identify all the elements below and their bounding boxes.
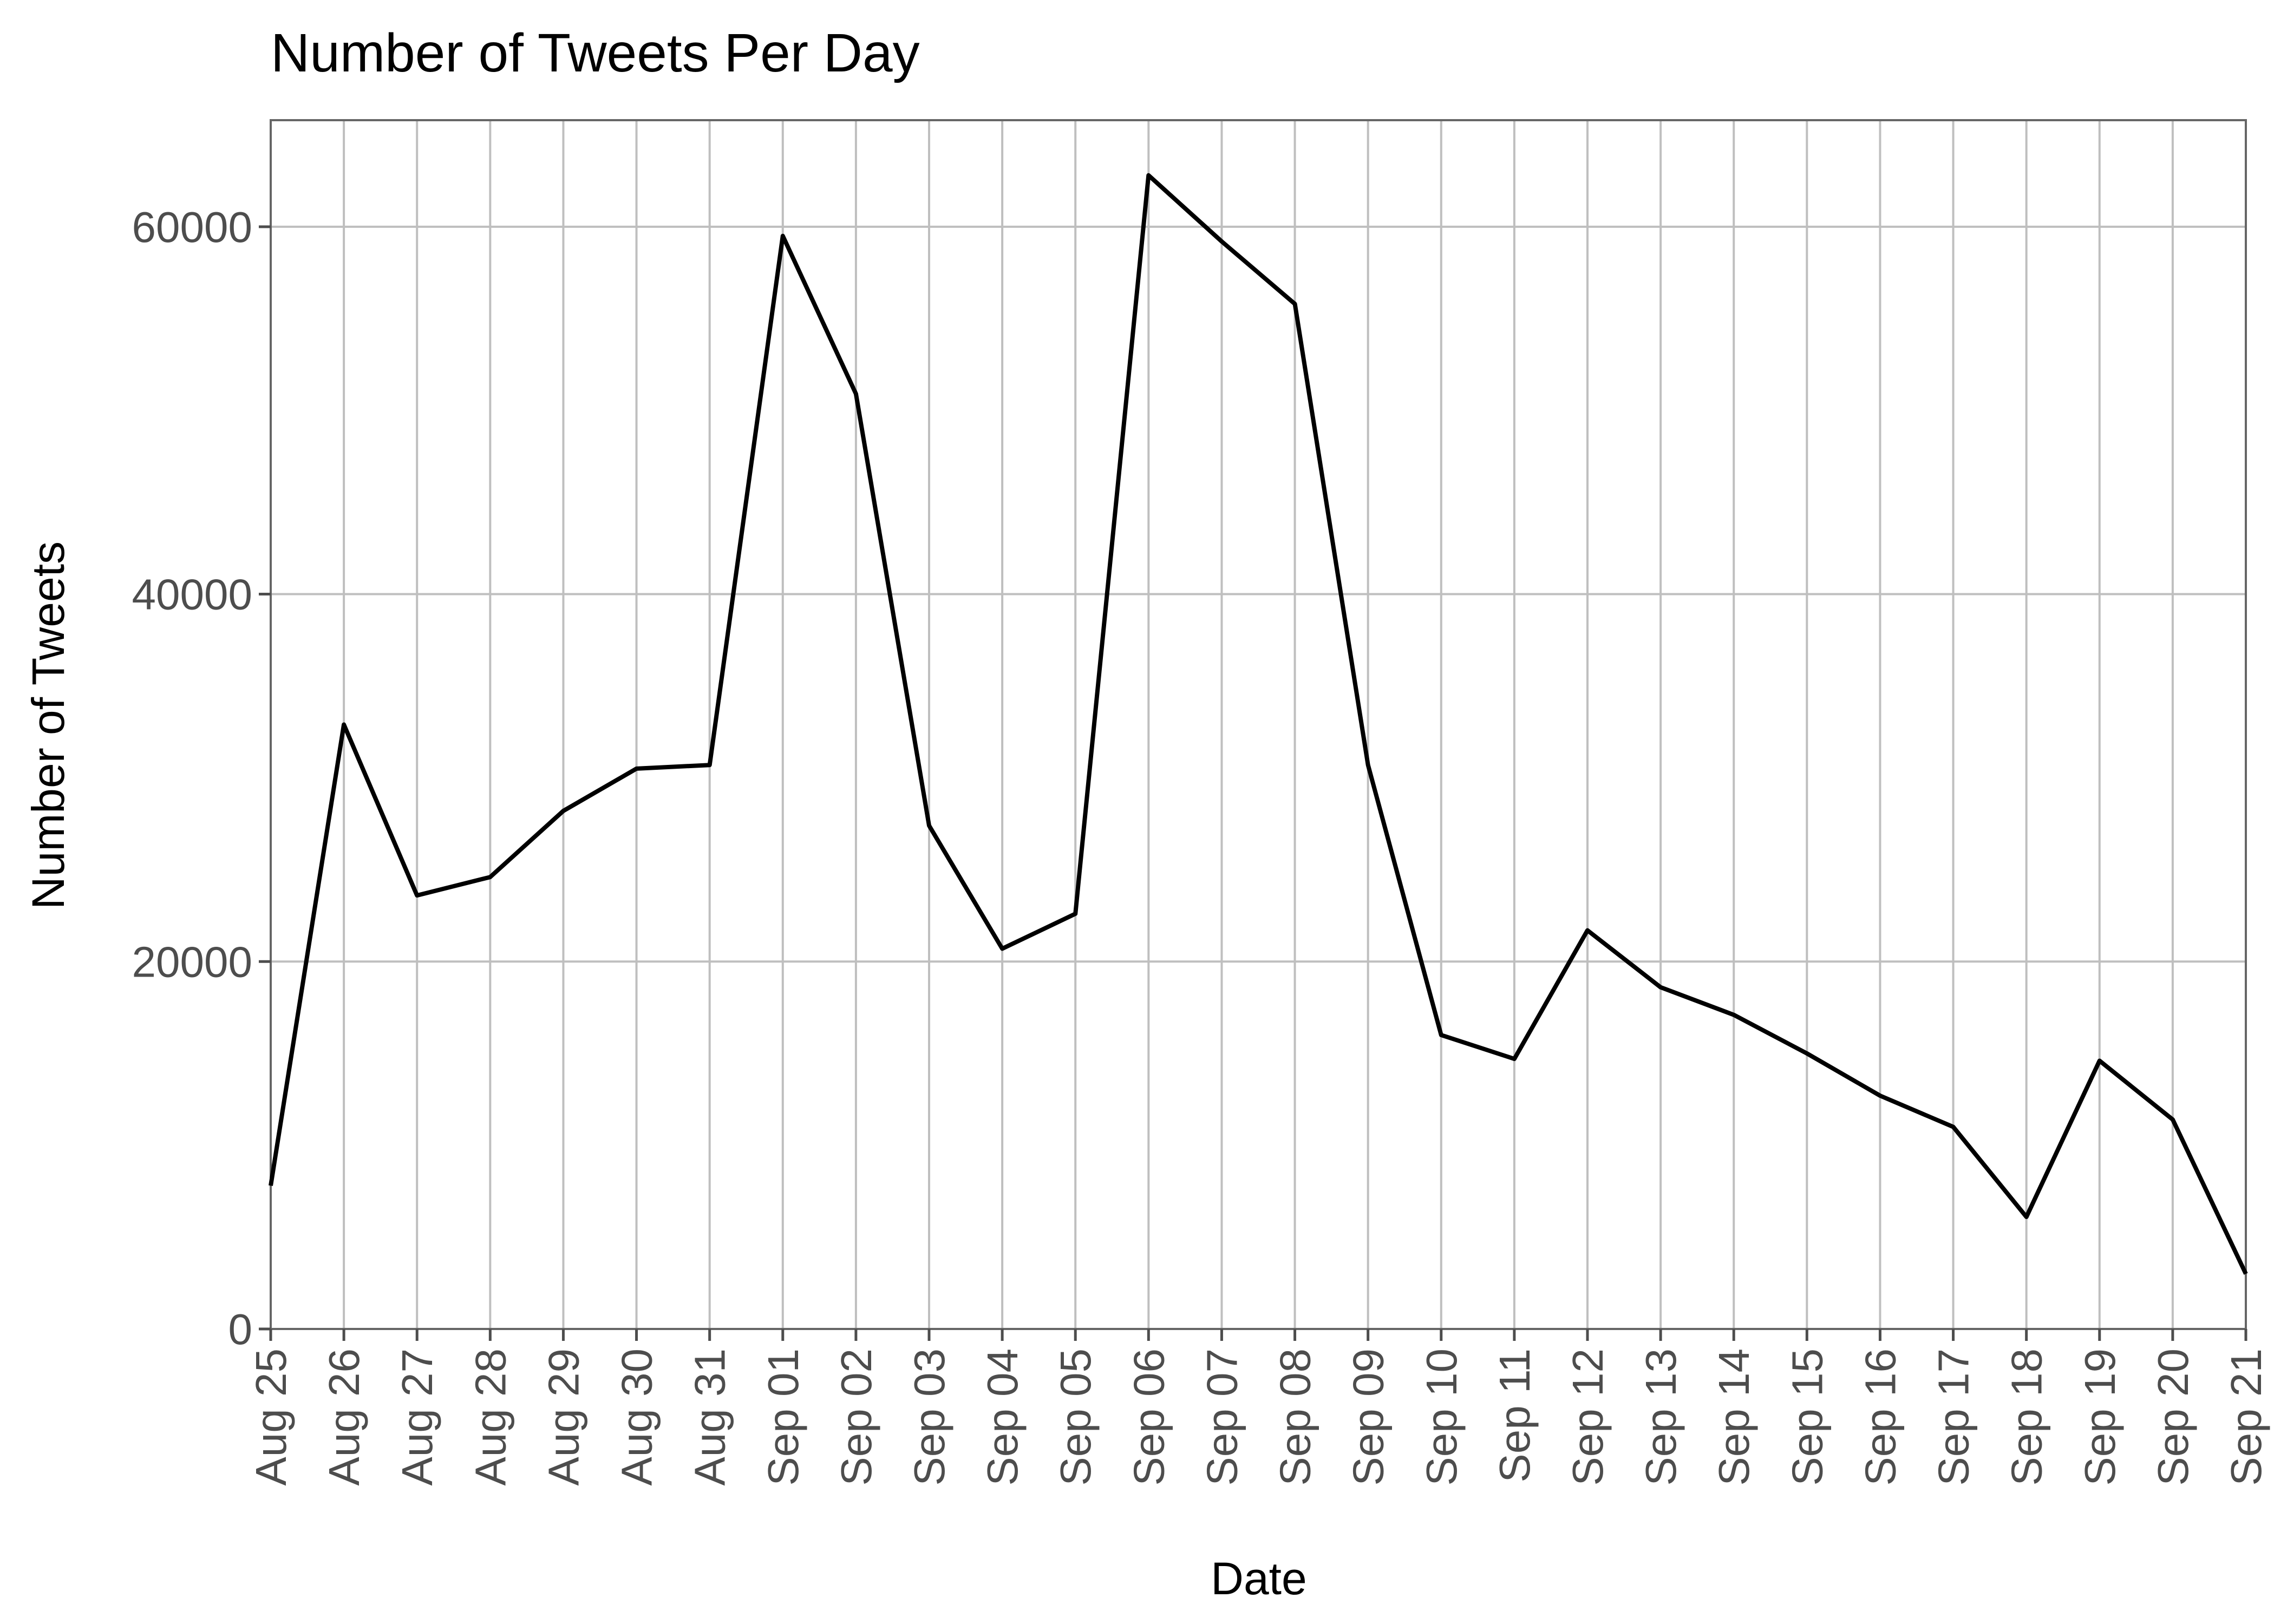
x-tick-labels: Aug 25 Aug 26 Aug 27 Aug 28 Aug 29 Aug 30 Aug …	[247, 1348, 2270, 1486]
x-tick-label: Aug 26	[320, 1348, 368, 1486]
series-line	[269, 173, 2248, 1275]
x-tick-label: Sep 20	[2149, 1348, 2197, 1486]
grid-lines	[270, 120, 2247, 1330]
plot-frame	[270, 119, 2247, 1330]
x-tick-label: Aug 31	[686, 1348, 734, 1486]
x-tick-label: Sep 10	[1417, 1348, 1466, 1486]
x-tick-label: Aug 29	[539, 1348, 587, 1486]
x-tick-label: Sep 06	[1125, 1348, 1173, 1486]
chart-title: Number of Tweets Per Day	[271, 23, 920, 83]
x-tick-label: Sep 12	[1564, 1348, 1612, 1486]
x-tick-label: Sep 13	[1637, 1348, 1685, 1486]
x-tick-label: Sep 05	[1051, 1348, 1100, 1486]
x-tick-label: Sep 15	[1783, 1348, 1831, 1486]
x-tick-label: Sep 14	[1710, 1348, 1758, 1486]
axis-ticks	[259, 225, 2247, 1341]
x-tick-label: Sep 03	[905, 1348, 953, 1486]
y-tick-label: 0	[228, 1305, 253, 1353]
x-tick-label: Sep 11	[1491, 1348, 1539, 1483]
series-layer	[269, 173, 2248, 1275]
x-tick-label: Sep 07	[1198, 1348, 1246, 1486]
x-tick-label: Aug 30	[613, 1348, 661, 1486]
x-tick-label: Sep 08	[1271, 1348, 1319, 1486]
y-tick-labels: 0 20000 40000 60000	[132, 203, 252, 1353]
x-tick-label: Sep 01	[759, 1348, 807, 1486]
x-axis-title: Date	[1211, 1553, 1306, 1604]
x-tick-label: Aug 25	[247, 1348, 295, 1486]
y-tick-label: 40000	[132, 571, 252, 619]
y-tick-label: 60000	[132, 203, 252, 251]
x-tick-label: Sep 19	[2076, 1348, 2124, 1486]
y-tick-label: 20000	[132, 938, 252, 986]
x-tick-label: Sep 04	[978, 1348, 1027, 1486]
x-tick-label: Sep 21	[2222, 1348, 2270, 1486]
x-tick-label: Aug 27	[393, 1348, 441, 1486]
x-tick-label: Sep 02	[832, 1348, 880, 1486]
x-tick-label: Sep 09	[1344, 1348, 1393, 1486]
x-tick-label: Sep 17	[1930, 1348, 1978, 1486]
x-tick-label: Aug 28	[466, 1348, 514, 1486]
x-tick-label: Sep 18	[2003, 1348, 2051, 1486]
y-axis-title: Number of Tweets	[23, 541, 74, 909]
x-tick-label: Sep 16	[1856, 1348, 1904, 1486]
